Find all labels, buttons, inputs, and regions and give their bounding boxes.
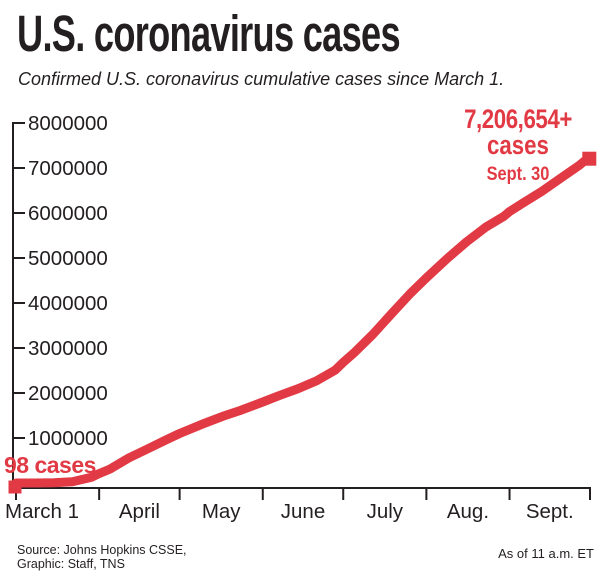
end-annotation-date: Sept. 30 [486, 163, 550, 185]
axes [12, 122, 591, 489]
end-annotation-value: 7,206,654+ [464, 104, 572, 134]
cases-line [11, 154, 592, 488]
y-axis-ticks [12, 122, 25, 439]
chart-canvas: 1000000 2000000 3000000 4000000 5000000 60000… [5, 112, 597, 523]
end-annotation-unit: cases [487, 130, 549, 160]
x-tick-label: Sept. [526, 500, 574, 523]
x-tick-label: April [119, 500, 160, 523]
source-credit: Source: Johns Hopkins CSSE, Graphic: Sta… [17, 543, 187, 571]
y-axis-labels: 1000000 2000000 3000000 4000000 5000000 60000… [28, 112, 108, 450]
start-annotation: 98 cases [4, 452, 96, 478]
page-title: U.S. coronavirus cases [17, 5, 401, 62]
source-line-1: Source: Johns Hopkins CSSE, [17, 543, 187, 557]
x-tick-label: March 1 [5, 500, 79, 523]
as-of-note: As of 11 a.m. ET [498, 546, 594, 561]
x-axis-ticks [15, 488, 591, 500]
y-tick-label: 1000000 [28, 427, 108, 450]
y-tick-label: 8000000 [28, 112, 108, 135]
x-axis-labels: March 1 April May June July Aug. Sept. [5, 500, 574, 523]
y-tick-label: 7000000 [28, 157, 108, 180]
y-tick-label: 4000000 [28, 292, 108, 315]
x-tick-label: May [202, 500, 241, 523]
source-line-2: Graphic: Staff, TNS [17, 556, 125, 571]
end-point-marker [582, 151, 597, 166]
y-tick-label: 5000000 [28, 247, 108, 270]
chart-subtitle: Confirmed U.S. coronavirus cumulative ca… [18, 69, 505, 89]
y-tick-label: 2000000 [28, 382, 108, 405]
y-tick-label: 6000000 [28, 202, 108, 225]
start-point-marker [8, 480, 22, 494]
x-tick-label: July [367, 500, 404, 523]
y-tick-label: 3000000 [28, 337, 108, 360]
x-tick-label: Aug. [447, 500, 489, 523]
end-annotation: 7,206,654+ cases Sept. 30 [455, 106, 581, 184]
x-tick-label: June [281, 500, 325, 523]
